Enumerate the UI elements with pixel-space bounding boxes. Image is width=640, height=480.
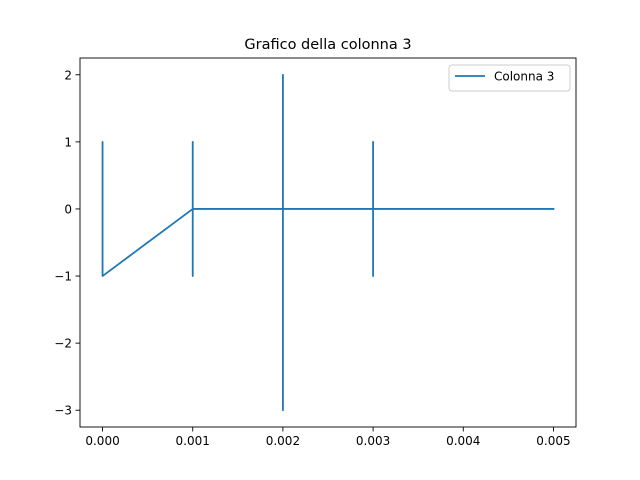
y-tick-label: −3 xyxy=(54,404,72,418)
x-tick-label: 0.003 xyxy=(356,434,390,448)
plot-area xyxy=(101,73,555,412)
y-tick-label: −1 xyxy=(54,270,72,284)
chart-title: Grafico della colonna 3 xyxy=(244,37,411,53)
legend-label-colonna-3: Colonna 3 xyxy=(494,70,554,84)
legend: Colonna 3 xyxy=(448,64,571,92)
y-tick-label: −2 xyxy=(54,337,72,351)
axes: 0.000 0.001 0.002 0.003 0.004 0.005 −3 −2 −1 0 1 2 xyxy=(54,57,577,448)
y-tick-label: 0 xyxy=(64,202,72,216)
x-tick-label: 0.004 xyxy=(446,434,480,448)
x-tick-label: 0.001 xyxy=(176,434,210,448)
legend-frame xyxy=(448,64,571,92)
x-tick-label: 0.002 xyxy=(266,434,300,448)
x-tick-label: 0.000 xyxy=(85,434,119,448)
y-tick-label: 2 xyxy=(64,68,72,82)
axes-frame xyxy=(79,57,577,428)
x-tick-label: 0.005 xyxy=(536,434,570,448)
series-line-colonna-3 xyxy=(101,73,555,412)
y-tick-label: 1 xyxy=(64,135,72,149)
